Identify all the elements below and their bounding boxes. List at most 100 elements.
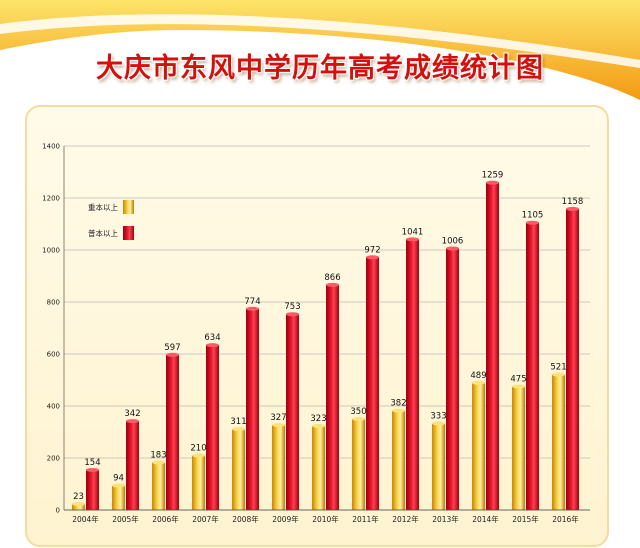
y-tick-label: 1000 [42, 247, 60, 255]
y-tick-label: 1200 [42, 195, 60, 203]
legend-label: 重本以上 [88, 202, 118, 212]
data-label: 475 [510, 375, 526, 385]
bar-primary [272, 424, 285, 510]
bar-secondary [126, 421, 139, 510]
bar-cap [512, 384, 525, 389]
data-label: 1158 [562, 197, 584, 207]
bar-cap [126, 419, 139, 424]
bar-cap [472, 380, 485, 385]
y-tick-label: 600 [47, 351, 60, 359]
bar-primary [232, 429, 245, 510]
bar-cap [446, 246, 459, 251]
bar-cap [286, 312, 299, 317]
x-tick-label: 2011年 [352, 514, 379, 524]
data-label: 210 [190, 443, 206, 453]
bar-secondary [326, 284, 339, 510]
bar-cap [206, 343, 219, 348]
y-tick-label: 0 [56, 507, 60, 515]
bar-secondary [286, 314, 299, 510]
bar-secondary [366, 257, 379, 510]
data-label: 634 [204, 333, 220, 343]
data-label: 1259 [482, 171, 504, 181]
bar-primary [312, 426, 325, 510]
y-tick-label: 800 [47, 299, 60, 307]
data-label: 382 [390, 399, 406, 409]
data-label: 521 [550, 363, 566, 373]
x-tick-label: 2013年 [432, 514, 459, 524]
bar-primary [192, 455, 205, 510]
bar-cap [366, 255, 379, 260]
bar-secondary [486, 182, 499, 510]
bar-cap [392, 408, 405, 413]
bar-primary [472, 382, 485, 510]
x-tick-label: 2004年 [72, 514, 99, 524]
x-tick-label: 2005年 [112, 514, 139, 524]
x-tick-label: 2014年 [472, 514, 499, 524]
bar-secondary [526, 222, 539, 510]
data-label: 866 [324, 273, 340, 283]
bar-cap [566, 206, 579, 211]
legend-swatch [123, 200, 134, 214]
bar-cap [112, 483, 125, 488]
bar-cap [192, 453, 205, 458]
bar-primary [552, 374, 565, 510]
y-axis: 0 200 400 600 800 1000 1200 1400 [42, 143, 65, 515]
bar-primary [152, 462, 165, 510]
data-label: 333 [430, 411, 446, 421]
bar-secondary [86, 469, 99, 510]
data-label: 154 [84, 458, 100, 468]
data-label: 311 [230, 417, 246, 427]
x-tick-label: 2008年 [232, 514, 259, 524]
bar-secondary [206, 345, 219, 510]
bar-primary [352, 419, 365, 510]
x-tick-label: 2010年 [312, 514, 339, 524]
bar-cap [526, 220, 539, 225]
bar-cap [166, 352, 179, 357]
y-tick-label: 1400 [42, 143, 60, 151]
bar-cap [72, 502, 85, 507]
data-label: 327 [270, 413, 286, 423]
data-label: 1105 [522, 211, 544, 221]
data-label: 342 [124, 409, 140, 419]
data-label: 94 [113, 474, 124, 484]
x-tick-label: 2007年 [192, 514, 219, 524]
bar-secondary [566, 208, 579, 511]
bar-cap [432, 421, 445, 426]
data-label: 350 [350, 407, 366, 417]
bar-cap [152, 460, 165, 465]
bar-secondary [166, 354, 179, 510]
x-axis: 2004年 2005年 2006年 2007年 2008年 2009年 2010年 2011年… [64, 509, 590, 524]
x-tick-label: 2016年 [552, 514, 579, 524]
bars: 23 154 94 342 183 597 210 634 311 774 327 753 323 866… [72, 171, 584, 511]
bar-primary [72, 504, 85, 510]
page-title: 大庆市东风中学历年高考成绩统计图 [96, 53, 544, 84]
data-label: 323 [310, 414, 326, 424]
bar-cap [312, 424, 325, 429]
data-label: 23 [73, 492, 84, 502]
bar-cap [246, 306, 259, 311]
bar-primary [512, 386, 525, 510]
bar-primary [432, 423, 445, 510]
bar-primary [392, 410, 405, 510]
legend-label: 普本以上 [88, 228, 118, 238]
bar-cap [352, 417, 365, 421]
data-label: 753 [284, 302, 300, 312]
bar-cap [486, 180, 499, 185]
x-tick-label: 2009年 [272, 514, 299, 524]
x-tick-label: 2006年 [152, 514, 179, 524]
data-label: 972 [364, 245, 380, 255]
data-label: 1041 [402, 227, 424, 237]
data-label: 597 [164, 343, 180, 353]
y-tick-label: 400 [47, 403, 60, 411]
bar-cap [272, 422, 285, 427]
bar-primary [112, 485, 125, 510]
data-label: 1006 [442, 236, 464, 246]
bar-secondary [446, 248, 459, 510]
bar-cap [232, 427, 245, 432]
bar-cap [326, 282, 339, 287]
x-tick-label: 2012年 [392, 514, 419, 524]
data-label: 183 [150, 450, 166, 460]
x-tick-label: 2015年 [512, 514, 539, 524]
